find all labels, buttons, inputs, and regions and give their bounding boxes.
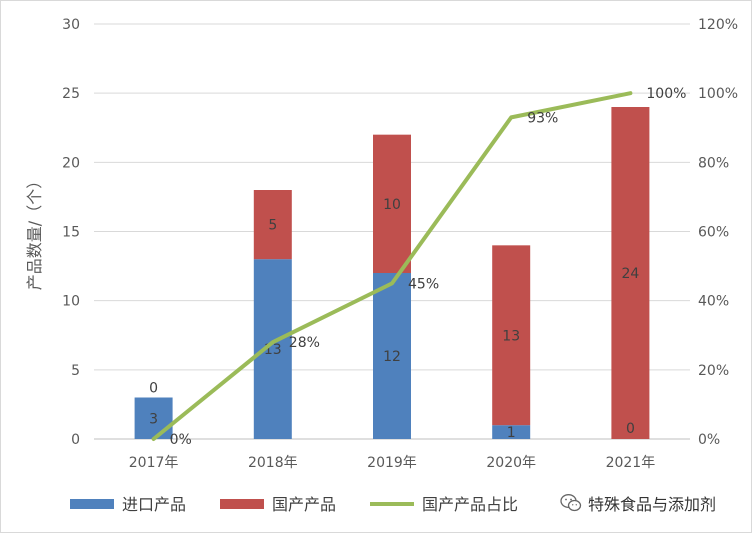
line-point — [271, 340, 275, 344]
y2-tick-label: 60% — [698, 225, 729, 241]
bar — [492, 245, 531, 426]
data-label: 10 — [383, 197, 401, 213]
data-label: 24 — [621, 266, 639, 282]
bar — [373, 134, 411, 273]
line-point — [628, 91, 632, 95]
bar — [492, 425, 531, 439]
legend-swatch — [70, 499, 114, 509]
y2-tick-label: 120% — [698, 17, 738, 33]
y-tick-label: 15 — [62, 225, 80, 241]
legend-label: 进口产品 — [122, 495, 186, 514]
bar — [253, 259, 292, 439]
wechat-icon — [560, 494, 582, 512]
bar — [253, 190, 292, 260]
line-data-label: 100% — [646, 86, 686, 102]
legend-label: 国产产品占比 — [422, 495, 518, 514]
data-label: 1 — [507, 425, 516, 441]
line-point — [509, 115, 513, 119]
y-tick-label: 20 — [62, 155, 80, 171]
y-tick-label: 10 — [62, 294, 80, 310]
data-label: 3 — [149, 411, 158, 427]
y-tick-label: 5 — [71, 363, 80, 379]
data-label: 0 — [149, 381, 158, 397]
y2-tick-label: 80% — [698, 155, 729, 171]
y2-tick-label: 40% — [698, 294, 729, 310]
line-data-label: 0% — [170, 432, 192, 448]
line-data-label: 93% — [527, 110, 558, 126]
line-data-label: 28% — [289, 335, 320, 351]
y-tick-label: 30 — [62, 17, 80, 33]
y-tick-label: 25 — [62, 86, 80, 102]
x-tick-label: 2020年 — [486, 455, 536, 471]
x-tick-label: 2018年 — [248, 455, 298, 471]
watermark-text: 特殊食品与添加剂 — [588, 495, 717, 514]
y-axis-title: 产品数量/（个） — [25, 173, 44, 290]
bar — [134, 397, 173, 439]
line-point — [152, 437, 156, 441]
bar — [611, 107, 650, 439]
x-tick-label: 2017年 — [129, 455, 179, 471]
y2-tick-label: 0% — [698, 432, 720, 448]
legend-swatch — [220, 499, 264, 509]
bar — [373, 273, 411, 439]
y-tick-label: 0 — [71, 432, 80, 448]
x-tick-label: 2019年 — [367, 455, 417, 471]
legend-label: 国产产品 — [272, 495, 336, 514]
y2-tick-label: 100% — [698, 86, 738, 102]
x-tick-label: 2021年 — [606, 455, 656, 471]
watermark: 特殊食品与添加剂 — [560, 490, 716, 516]
y2-tick-label: 20% — [698, 363, 729, 379]
data-label: 12 — [383, 349, 401, 365]
line-data-label: 45% — [408, 276, 439, 292]
data-label: 0 — [626, 421, 635, 437]
data-label: 5 — [268, 218, 277, 234]
line-point — [390, 281, 394, 285]
data-label: 13 — [502, 328, 520, 344]
